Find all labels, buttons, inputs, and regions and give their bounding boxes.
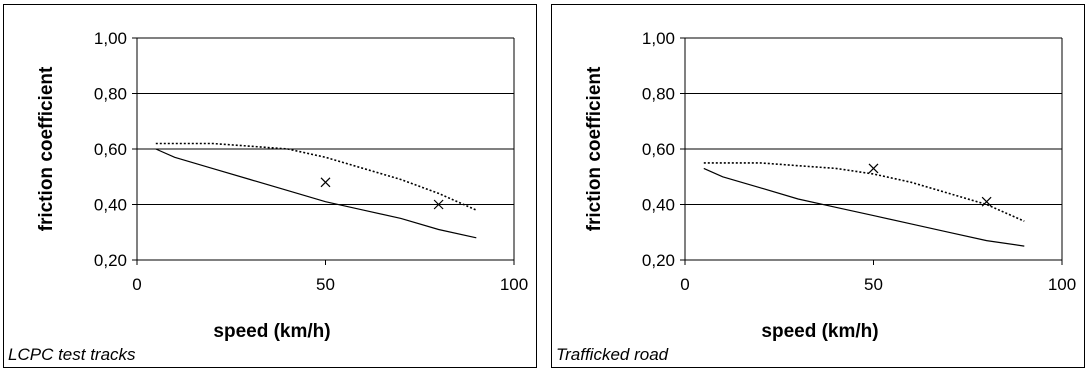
data-point-marker bbox=[868, 163, 879, 174]
chart-caption: Trafficked road bbox=[556, 345, 669, 364]
data-point-marker bbox=[320, 177, 331, 188]
y-tick-label: 0,60 bbox=[94, 140, 127, 159]
dotted-series-line bbox=[155, 142, 477, 211]
chart-panel-trafficked-road: 0,20 0,40 0,60 0,80 1,00 0 50 100 speed (km/h) fr… bbox=[551, 4, 1085, 368]
chart-caption: LCPC test tracks bbox=[8, 345, 136, 364]
x-tick-label: 100 bbox=[500, 275, 528, 294]
friction-chart-lcpc: 0,20 0,40 0,60 0,80 1,00 0 50 100 speed (km/h) fr… bbox=[36, 29, 528, 342]
x-tick-label: 50 bbox=[864, 275, 883, 294]
marker-stroke bbox=[981, 196, 992, 207]
data-point-marker bbox=[433, 199, 444, 210]
marker-stroke bbox=[320, 177, 331, 188]
x-axis-title: speed (km/h) bbox=[213, 321, 330, 342]
solid-series-line bbox=[155, 148, 477, 239]
solid-series-line bbox=[703, 167, 1025, 247]
y-axis-title: friction coefficient bbox=[584, 66, 605, 231]
y-tick-label: 0,20 bbox=[94, 251, 127, 270]
y-tick-label: 1,00 bbox=[94, 29, 127, 48]
friction-chart-trafficked-road: 0,20 0,40 0,60 0,80 1,00 0 50 100 speed (km/h) fr… bbox=[584, 29, 1076, 342]
marker-stroke bbox=[433, 199, 444, 210]
y-axis-title: friction coefficient bbox=[36, 66, 57, 231]
x-axis-title: speed (km/h) bbox=[761, 321, 878, 342]
y-tick-label: 0,80 bbox=[642, 85, 675, 104]
x-tick-label: 100 bbox=[1048, 275, 1076, 294]
data-point-marker bbox=[981, 196, 992, 207]
y-tick-label: 0,40 bbox=[642, 196, 675, 215]
y-tick-label: 0,60 bbox=[642, 140, 675, 159]
y-tick-label: 1,00 bbox=[642, 29, 675, 48]
x-tick-label: 0 bbox=[132, 275, 141, 294]
marker-stroke bbox=[868, 163, 879, 174]
chart-panel-lcpc: 0,20 0,40 0,60 0,80 1,00 0 50 100 speed (km/h) fr… bbox=[3, 4, 537, 368]
y-tick-label: 0,40 bbox=[94, 196, 127, 215]
y-tick-label: 0,80 bbox=[94, 85, 127, 104]
x-tick-label: 50 bbox=[316, 275, 335, 294]
x-tick-label: 0 bbox=[680, 275, 689, 294]
dotted-series-line bbox=[703, 162, 1025, 222]
y-tick-label: 0,20 bbox=[642, 251, 675, 270]
